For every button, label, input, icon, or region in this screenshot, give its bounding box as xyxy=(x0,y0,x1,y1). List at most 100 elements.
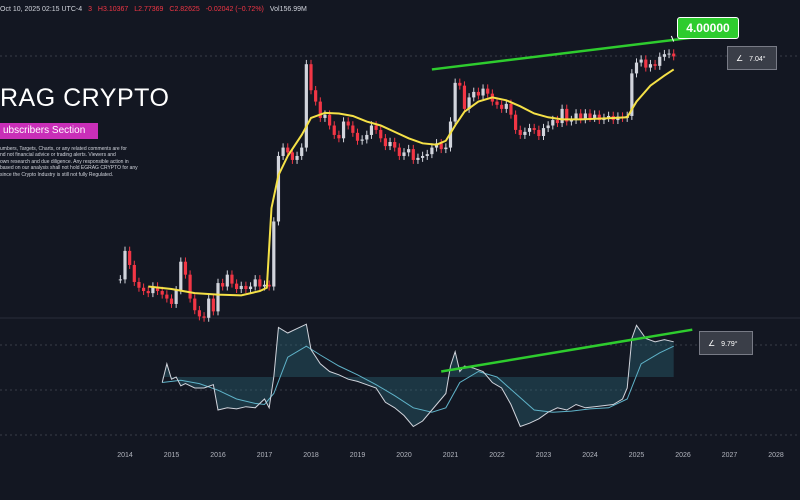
candle-body xyxy=(309,64,313,91)
candle-body xyxy=(476,91,480,96)
candle-body xyxy=(393,142,397,148)
candle-body xyxy=(653,64,657,66)
moving-average-line xyxy=(148,68,675,297)
candle-body xyxy=(239,285,243,290)
candle-body xyxy=(341,121,346,139)
candle-body xyxy=(486,88,490,94)
rsi-angle-box[interactable]: ∠ 9.79° xyxy=(699,331,753,355)
candle-body xyxy=(402,152,406,156)
candle-body xyxy=(355,132,360,141)
candle-body xyxy=(523,131,527,135)
candle-body xyxy=(365,134,369,140)
header-change: -0.02042 (−0.72%) xyxy=(205,6,264,13)
candle-body xyxy=(295,155,299,160)
candle-body xyxy=(169,298,174,304)
x-tick-label: 2024 xyxy=(582,452,598,459)
disclaimer-line: nd not financial advice or trading alert… xyxy=(0,152,116,159)
candle-body xyxy=(658,56,662,66)
candle-body xyxy=(388,142,392,147)
x-tick-label: 2025 xyxy=(628,452,645,459)
x-tick-label: 2026 xyxy=(675,452,691,459)
candle-body xyxy=(207,298,211,318)
candle-body xyxy=(346,121,350,126)
candle-body xyxy=(128,250,132,265)
candle-body xyxy=(272,221,276,287)
candle-body xyxy=(639,59,643,63)
candle-body xyxy=(132,264,136,282)
price-angle-box[interactable]: ∠ 7.04° xyxy=(727,46,777,70)
candle-body xyxy=(495,101,499,105)
header-low: L2.77369 xyxy=(134,6,164,13)
candle-body xyxy=(593,114,597,118)
candle-body xyxy=(421,155,425,158)
candle-body xyxy=(193,298,197,311)
candle-body xyxy=(202,316,206,318)
candle-body xyxy=(221,283,225,287)
target-price-label[interactable]: 4.00000 xyxy=(677,17,739,39)
candle-body xyxy=(504,103,508,109)
candle-body xyxy=(276,155,281,222)
rsi-angle-value: 9.79° xyxy=(721,341,738,348)
candle-body xyxy=(188,274,192,299)
candle-body xyxy=(225,274,229,287)
candle-body xyxy=(560,108,564,124)
candle-body xyxy=(411,149,415,160)
candle-body xyxy=(300,147,304,156)
angle-icon: ∠ xyxy=(708,339,716,348)
candle-body xyxy=(551,120,555,126)
x-tick-label: 2022 xyxy=(489,452,505,459)
candle-body xyxy=(518,129,522,135)
candle-body xyxy=(351,125,355,133)
candle-body xyxy=(607,115,611,118)
x-tick-label: 2021 xyxy=(442,452,459,459)
candle-body xyxy=(555,120,560,124)
candle-body xyxy=(467,97,471,109)
candle-body xyxy=(453,82,457,122)
candle-body xyxy=(332,125,336,135)
candle-body xyxy=(509,103,513,115)
x-tick-label: 2017 xyxy=(256,452,273,459)
x-tick-label: 2014 xyxy=(117,452,133,459)
header-close: C2.82625 xyxy=(169,6,200,13)
candle-body xyxy=(383,138,387,147)
x-tick-label: 2023 xyxy=(535,452,552,459)
disclaimer-line: since the Crypto Industry is still not f… xyxy=(0,171,114,178)
candle-body xyxy=(597,114,601,121)
oscillator-fill xyxy=(162,324,674,427)
oscillator-slow-line xyxy=(162,345,674,413)
candle-body xyxy=(179,261,183,291)
candle-body xyxy=(146,291,150,294)
candle-body xyxy=(644,59,648,68)
disclaimer-line: own research and due diligence. Any resp… xyxy=(0,158,129,165)
candle-body xyxy=(416,157,420,160)
brand-title: RAG CRYPTO xyxy=(0,84,170,112)
candle-body xyxy=(634,62,639,74)
candle-body xyxy=(258,279,262,287)
candle-body xyxy=(137,281,141,288)
header-date: Oct 10, 2025 02:15 UTC-4 xyxy=(0,6,83,13)
candle-body xyxy=(174,290,178,304)
candle-body xyxy=(123,250,127,280)
x-tick-label: 2020 xyxy=(396,452,412,459)
candle-body xyxy=(281,147,285,156)
candle-body xyxy=(155,286,160,292)
candle-body xyxy=(430,147,434,155)
oscillator-trendline xyxy=(440,328,693,373)
candle-body xyxy=(462,85,467,109)
x-tick-label: 2015 xyxy=(163,452,180,459)
candle-body xyxy=(216,283,220,312)
candle-body xyxy=(286,147,290,153)
disclaimer-line: based on our analysis shall not hold EGR… xyxy=(0,165,138,172)
candle-body xyxy=(532,128,536,130)
x-tick-label: 2018 xyxy=(303,452,319,459)
candle-body xyxy=(314,90,318,102)
candle-body xyxy=(472,91,476,98)
candle-body xyxy=(369,125,374,135)
candle-body xyxy=(337,134,341,139)
disclaimer-line: umbers, Targets, Charts, or any related … xyxy=(0,146,127,152)
candle-body xyxy=(541,128,546,137)
candle-body xyxy=(574,113,578,121)
ohlc-header: Oct 10, 2025 02:15 UTC-4 3 H3.10367 L2.7… xyxy=(0,6,311,13)
candle-body xyxy=(304,64,308,148)
